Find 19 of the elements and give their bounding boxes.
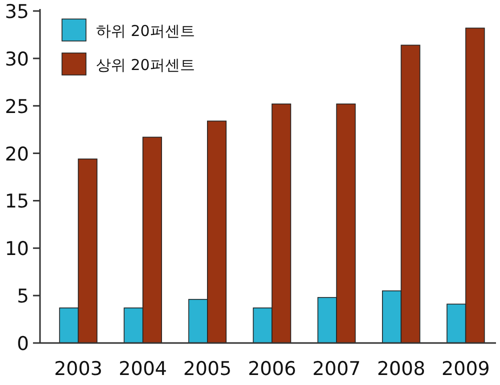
y-tick-label: 0: [16, 333, 29, 355]
y-tick-label: 35: [4, 1, 29, 23]
y-tick-label: 5: [16, 286, 29, 308]
y-tick-label: 25: [4, 96, 29, 118]
x-tick-label: 2009: [442, 358, 490, 380]
legend-label: 상위 20퍼센트: [96, 56, 195, 74]
y-tick-label: 20: [4, 143, 29, 166]
x-tick-label: 2007: [312, 358, 361, 380]
y-tick-label: 15: [4, 190, 29, 213]
x-tick-label: 2008: [376, 358, 426, 380]
x-tick-label: 2005: [183, 358, 232, 380]
legend-item: 하위 20퍼센트: [62, 18, 195, 42]
x-tick-label: 2006: [248, 358, 296, 380]
x-tick-label: 2004: [118, 358, 168, 380]
y-tick-label: 10: [4, 238, 29, 260]
legend-item: 상위 20퍼센트: [62, 52, 195, 76]
x-tick-label: 2003: [54, 358, 102, 380]
legend-label: 하위 20퍼센트: [96, 22, 195, 40]
y-tick-label: 30: [4, 48, 29, 70]
